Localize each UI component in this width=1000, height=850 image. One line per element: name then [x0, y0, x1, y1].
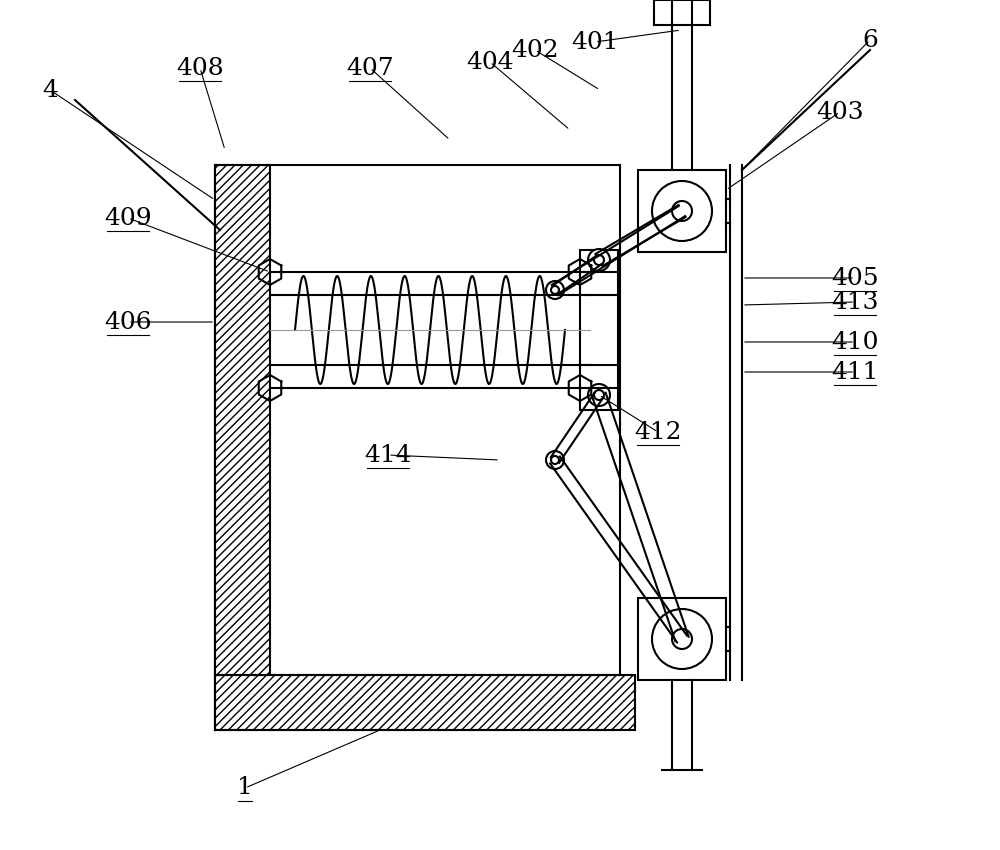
Text: 1: 1	[237, 777, 253, 800]
Bar	[638, 598, 726, 680]
Circle shape	[652, 609, 712, 669]
Text: 401: 401	[571, 31, 619, 54]
Text: 6: 6	[862, 29, 878, 52]
Text: 403: 403	[816, 100, 864, 123]
Circle shape	[546, 451, 564, 469]
Bar	[215, 165, 270, 685]
Text: 4: 4	[42, 78, 58, 101]
Text: 406: 406	[104, 310, 152, 333]
Text: 405: 405	[831, 267, 879, 290]
Bar	[580, 250, 618, 410]
Text: 404: 404	[466, 50, 514, 73]
Text: 411: 411	[831, 360, 879, 383]
Circle shape	[588, 249, 610, 271]
Bar	[638, 170, 726, 252]
Text: 412: 412	[634, 421, 682, 444]
Circle shape	[672, 629, 692, 649]
Bar	[215, 675, 635, 730]
Circle shape	[551, 286, 559, 294]
Circle shape	[672, 201, 692, 221]
Circle shape	[588, 384, 610, 406]
Text: 410: 410	[831, 331, 879, 354]
Circle shape	[551, 456, 559, 464]
Text: 408: 408	[176, 56, 224, 80]
Text: 402: 402	[511, 38, 559, 61]
Text: 414: 414	[364, 444, 412, 467]
Circle shape	[594, 255, 604, 265]
Text: 409: 409	[104, 207, 152, 230]
Circle shape	[546, 281, 564, 299]
Circle shape	[652, 181, 712, 241]
Circle shape	[594, 390, 604, 400]
Text: 407: 407	[346, 56, 394, 80]
Text: 413: 413	[831, 291, 879, 314]
